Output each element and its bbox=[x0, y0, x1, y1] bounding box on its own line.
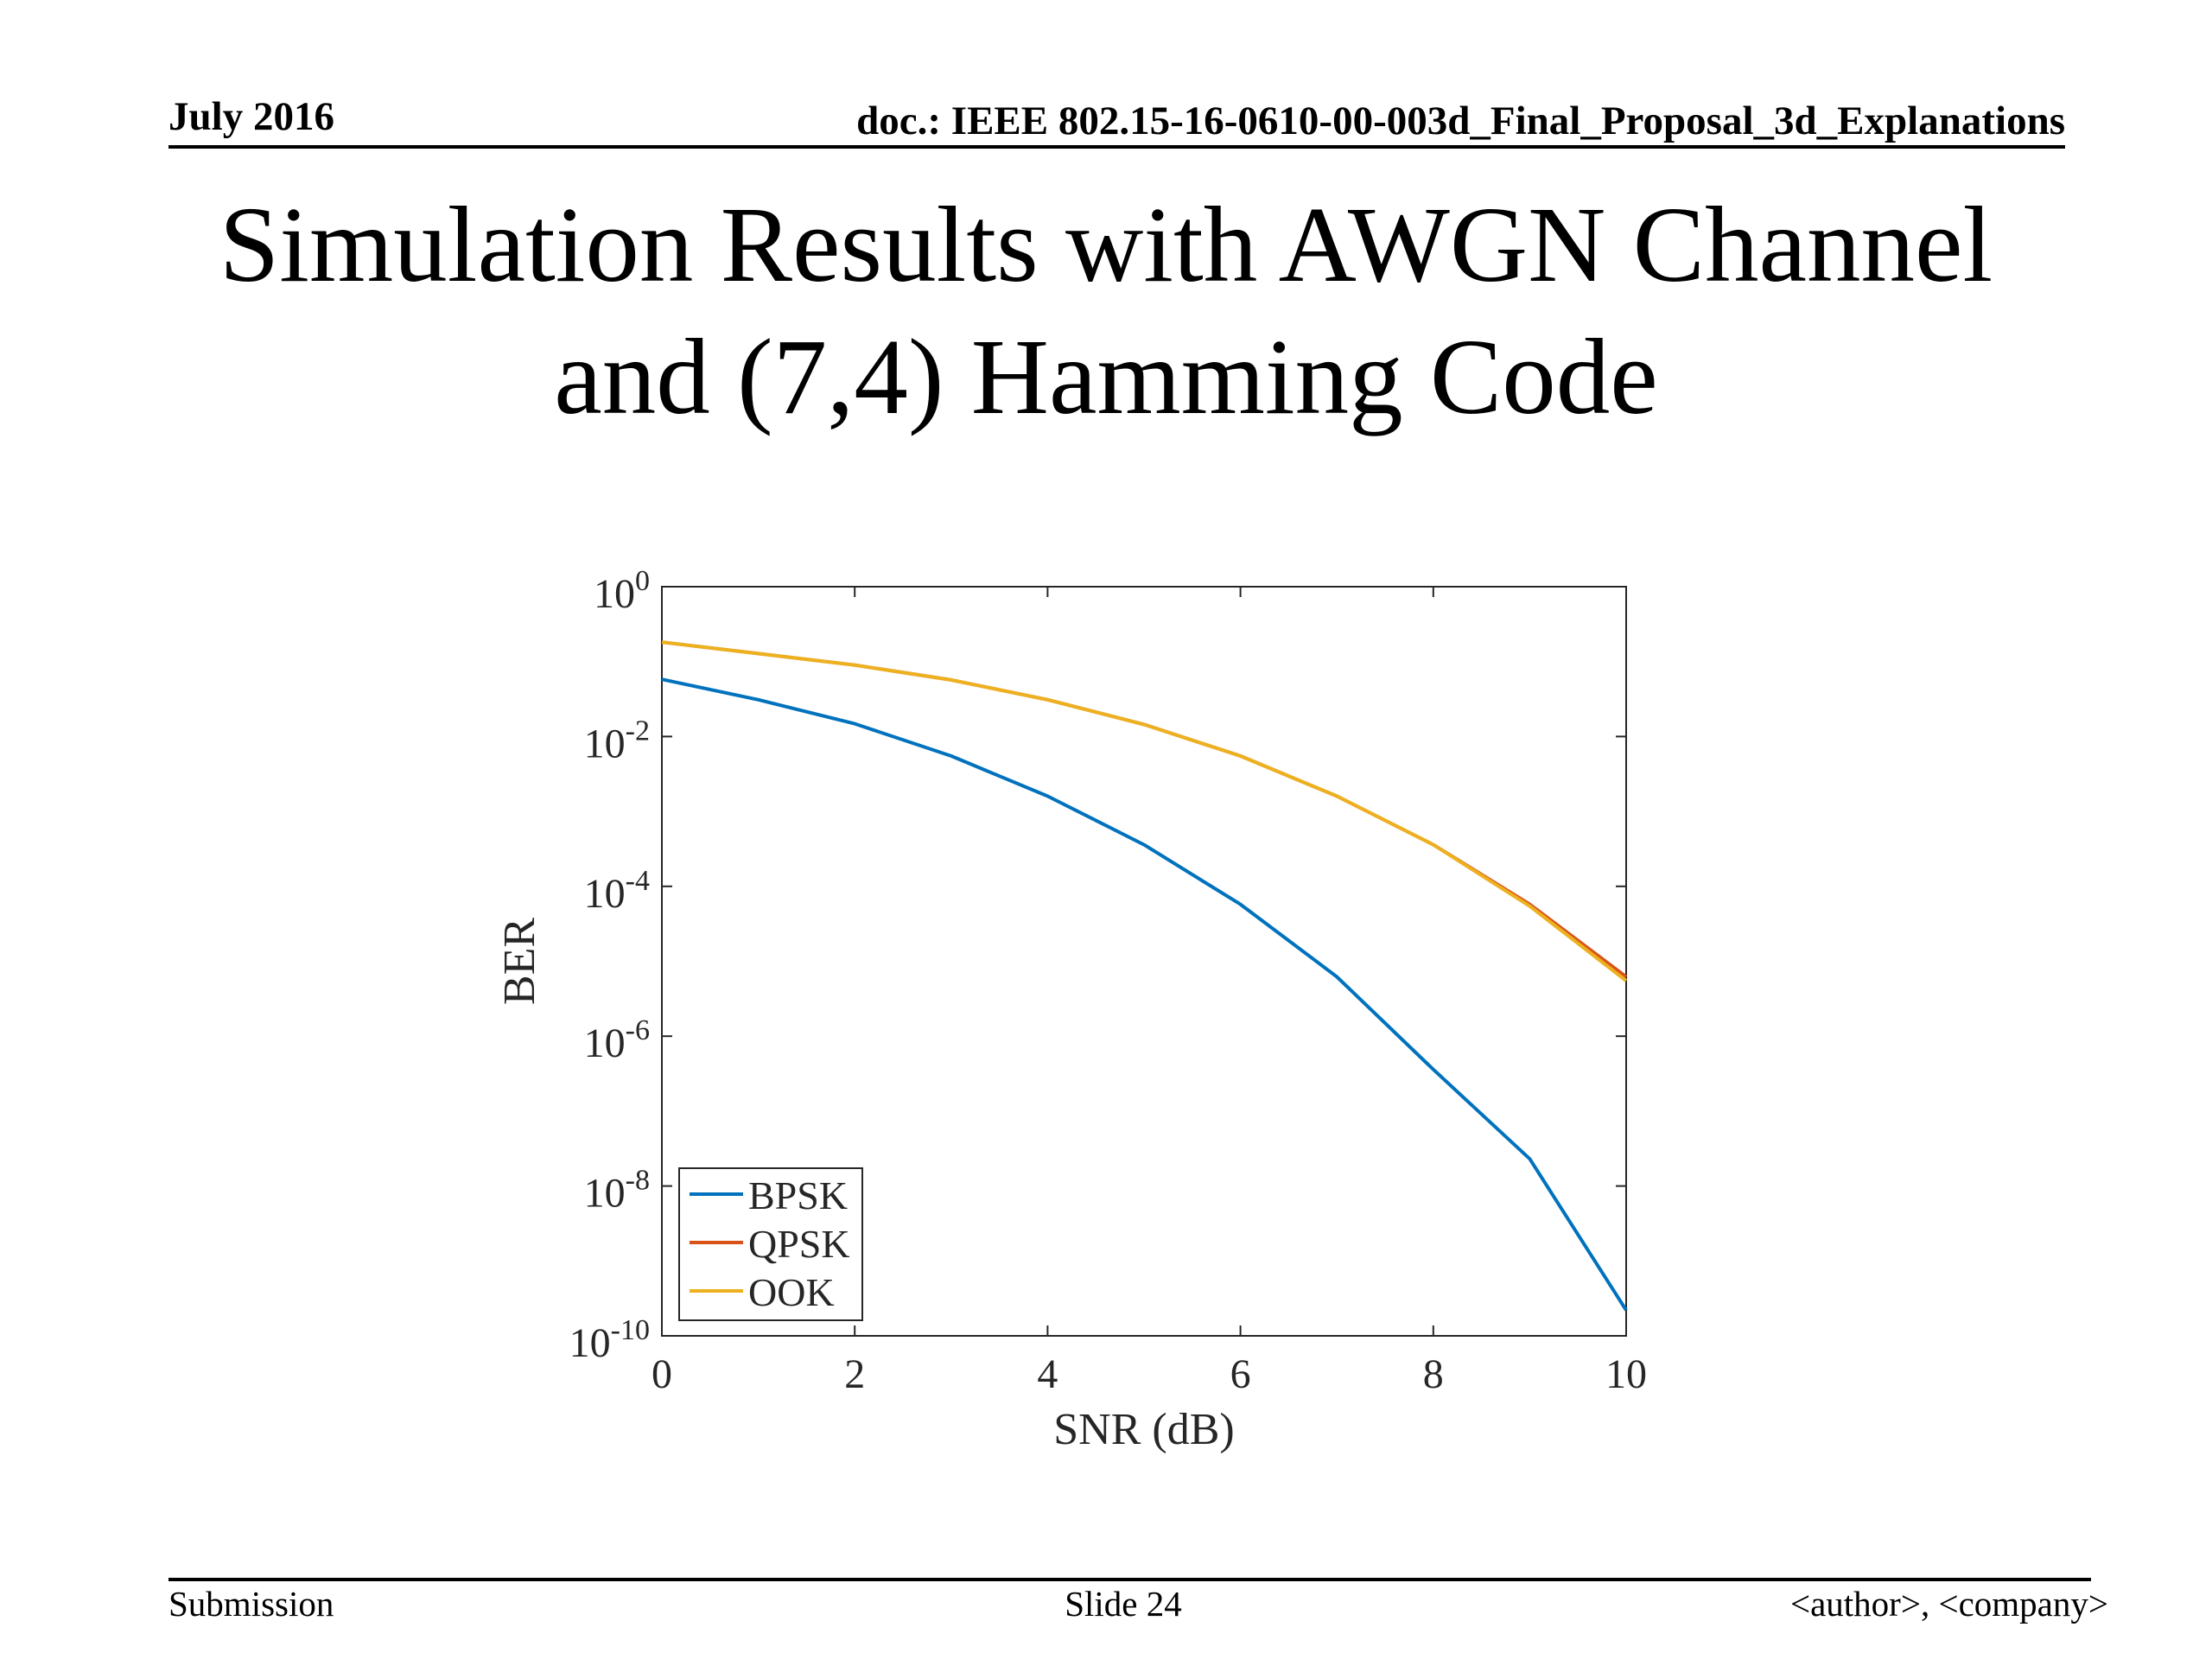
y-tick-label: 10-8 bbox=[584, 1165, 650, 1217]
x-tick-label: 6 bbox=[1230, 1351, 1251, 1397]
slide-title-line-2: and (7,4) Hamming Code bbox=[554, 318, 1658, 437]
series-line-bpsk bbox=[661, 677, 1628, 1312]
slide-title: Simulation Results with AWGN Channel and… bbox=[0, 180, 2212, 444]
y-tick-label: 10-6 bbox=[584, 1014, 650, 1066]
x-axis-label: SNR (dB) bbox=[1053, 1405, 1234, 1454]
y-tick-label: 10-4 bbox=[584, 865, 650, 917]
x-tick-label: 0 bbox=[652, 1351, 672, 1397]
y-tick-label: 100 bbox=[594, 565, 650, 617]
footer-slide-number: Slide 24 bbox=[1065, 1584, 1182, 1624]
legend-label-qpsk: QPSK bbox=[748, 1222, 850, 1266]
series-line-ook bbox=[661, 640, 1628, 982]
x-tick-label: 4 bbox=[1037, 1351, 1058, 1397]
footer-author: <author>, <company> bbox=[1789, 1584, 2108, 1624]
x-tick-label: 2 bbox=[844, 1351, 865, 1397]
header-doc-id: doc.: IEEE 802.15-16-0610-00-003d_Final_… bbox=[856, 99, 2065, 143]
legend-label-ook: OOK bbox=[748, 1270, 835, 1314]
footer-submission: Submission bbox=[168, 1584, 334, 1624]
legend-label-bpsk: BPSK bbox=[748, 1173, 848, 1217]
y-axis-label: BER bbox=[495, 918, 544, 1005]
header-date: July 2016 bbox=[168, 94, 334, 139]
x-tick-label: 8 bbox=[1423, 1351, 1444, 1397]
slide-title-line-1: Simulation Results with AWGN Channel bbox=[219, 186, 1993, 305]
footer-rule bbox=[168, 1578, 2091, 1581]
y-tick-label: 10-10 bbox=[569, 1314, 650, 1366]
y-tick-label: 10-2 bbox=[584, 715, 650, 766]
header-rule bbox=[168, 145, 2065, 149]
x-tick-label: 10 bbox=[1605, 1351, 1647, 1397]
